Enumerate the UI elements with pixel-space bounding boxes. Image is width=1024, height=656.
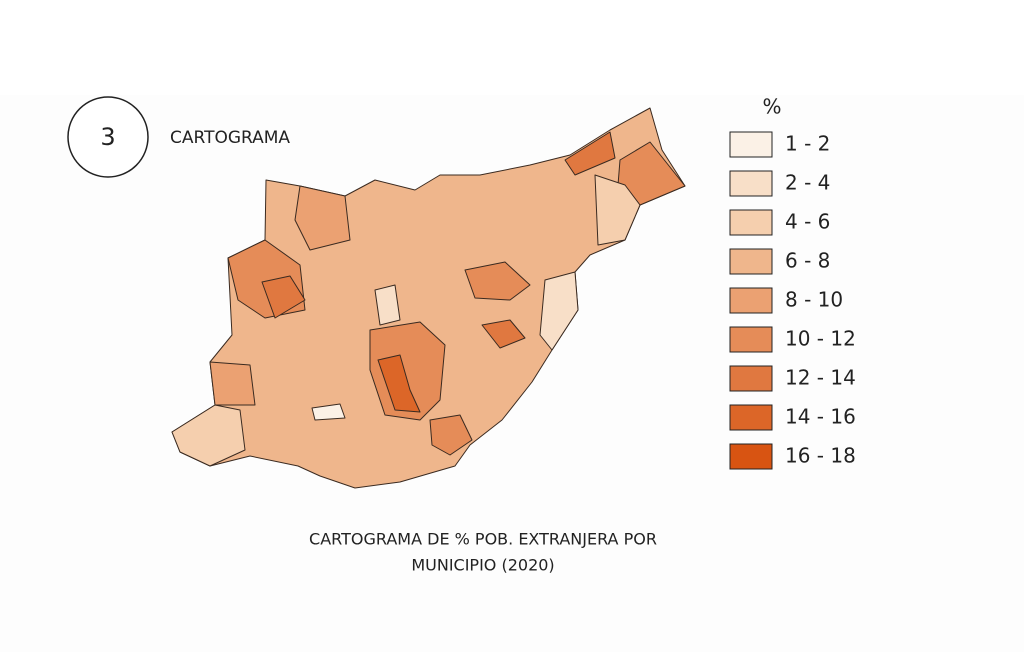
badge-circle [67,96,149,178]
municipality [311,403,346,421]
legend-swatch [729,170,773,197]
municipality [564,131,616,176]
legend-title: % [762,95,781,119]
legend-label: 8 - 10 [785,288,843,312]
map [171,107,686,489]
legend-label: 4 - 6 [785,210,830,234]
municipality [539,271,579,351]
legend-label: 6 - 8 [785,249,830,273]
legend-swatch [729,248,773,275]
legend: 1 - 2 2 - 4 4 - 6 6 - 8 8 - 10 10 - 12 12 - 14… [729,131,856,470]
municipality [294,185,351,251]
municipality [369,321,446,421]
municipality [617,141,686,206]
legend-swatch [729,326,773,353]
legend-swatch [729,365,773,392]
legend-label: 10 - 12 [785,327,856,351]
legend-swatch [729,443,773,470]
municipality [209,361,256,406]
municipality [374,284,401,326]
caption-line: CARTOGRAMA DE % POB. EXTRANJERA POR [309,530,657,549]
legend-swatch [729,287,773,314]
municipality [377,354,421,413]
municipality [429,414,473,456]
legend-label: 1 - 2 [785,132,830,156]
legend-swatch [729,131,773,158]
legend-swatch [729,209,773,236]
municipality [594,174,641,246]
legend-label: 14 - 16 [785,405,856,429]
municipality [261,275,306,319]
municipality [481,319,526,349]
legend-label: 16 - 18 [785,444,856,468]
badge-label: CARTOGRAMA [170,128,290,148]
municipality [464,261,531,301]
legend-label: 2 - 4 [785,171,830,195]
legend-swatch [729,404,773,431]
badge-number: 3 [100,123,115,151]
legend-label: 12 - 14 [785,366,856,390]
caption-line: MUNICIPIO (2020) [411,556,554,575]
